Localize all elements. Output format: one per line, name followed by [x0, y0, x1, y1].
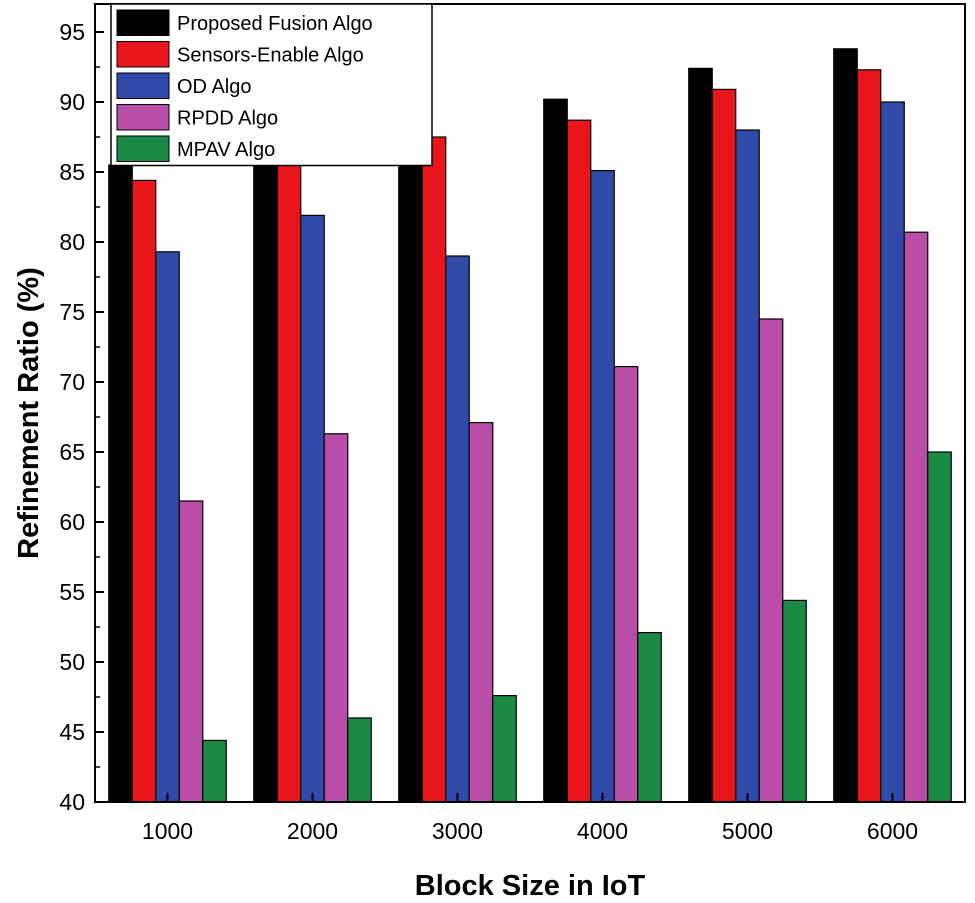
bar-mpav-algo-1000: [202, 739, 227, 803]
y-tick-label: 65: [59, 439, 85, 465]
bar-proposed-fusion-algo-5000: [688, 67, 713, 803]
bar-mpav-algo-5000: [782, 599, 807, 803]
bar-proposed-fusion-algo-6000: [833, 48, 858, 803]
y-tick-label: 40: [59, 789, 85, 815]
x-tick-label: 6000: [867, 818, 918, 844]
legend: Proposed Fusion Algo Sensors-Enable Algo O…: [110, 3, 433, 167]
bar-od-algo-4000: [590, 170, 615, 803]
y-tick-label: 90: [59, 89, 85, 115]
bar-od-algo-1000: [155, 251, 180, 803]
bar-od-algo-3000: [445, 255, 470, 803]
bar-mpav-algo-6000: [927, 451, 952, 803]
y-axis-ticks: 40 45 50 55 60 65 70 75 80 85 90 95: [59, 19, 104, 815]
bar-od-algo-6000: [880, 101, 905, 803]
bar-proposed-fusion-algo-4000: [543, 98, 568, 803]
legend-swatch: [116, 104, 170, 131]
legend-label: OD Algo: [177, 76, 251, 98]
legend-label: Proposed Fusion Algo: [177, 13, 373, 35]
bar-rpdd-algo-2000: [323, 433, 349, 803]
bar-proposed-fusion-algo-2000: [253, 136, 278, 803]
bar-mpav-algo-4000: [637, 631, 662, 803]
y-tick-label: 95: [59, 19, 85, 45]
legend-swatch: [116, 9, 170, 36]
legend-swatch: [116, 72, 170, 99]
legend-swatch: [116, 135, 170, 162]
y-tick-label: 75: [59, 299, 85, 325]
y-tick-label: 60: [59, 509, 85, 535]
plot-frame: [94, 3, 966, 803]
bar-rpdd-algo-3000: [468, 422, 494, 803]
bars-layer: [108, 48, 952, 803]
y-tick-label: 50: [59, 649, 85, 675]
y-tick-label: 45: [59, 719, 85, 745]
bar-sensors-enable-algo-6000: [856, 69, 882, 803]
bar-sensors-enable-algo-5000: [711, 88, 737, 803]
bar-mpav-algo-3000: [492, 694, 517, 803]
x-tick-label: 5000: [722, 818, 773, 844]
legend-label: MPAV Algo: [177, 139, 275, 161]
y-axis-title: Refinement Ratio (%): [13, 267, 45, 559]
x-tick-label: 4000: [577, 818, 628, 844]
y-tick-label: 55: [59, 579, 85, 605]
bar-rpdd-algo-4000: [613, 366, 639, 803]
legend-swatch: [116, 41, 170, 68]
bar-mpav-algo-2000: [347, 717, 372, 803]
bar-sensors-enable-algo-4000: [566, 119, 592, 803]
y-tick-label: 85: [59, 159, 85, 185]
y-tick-label: 70: [59, 369, 85, 395]
y-tick-label: 80: [59, 229, 85, 255]
bar-sensors-enable-algo-2000: [276, 144, 302, 803]
bar-od-algo-5000: [735, 129, 760, 803]
x-tick-label: 3000: [432, 818, 483, 844]
bar-sensors-enable-algo-1000: [131, 179, 157, 803]
bar-rpdd-algo-1000: [178, 500, 204, 803]
legend-label: Sensors-Enable Algo: [177, 44, 364, 66]
bar-rpdd-algo-5000: [758, 318, 784, 803]
x-tick-label: 1000: [142, 818, 193, 844]
legend-label: RPDD Algo: [177, 107, 278, 129]
bar-proposed-fusion-algo-3000: [398, 113, 423, 803]
x-axis-ticks: 1000 2000 3000 4000 5000 6000: [142, 793, 918, 844]
bar-sensors-enable-algo-3000: [421, 136, 447, 803]
x-axis-title: Block Size in IoT: [415, 870, 646, 902]
bar-rpdd-algo-6000: [903, 231, 929, 803]
bar-od-algo-2000: [300, 214, 325, 803]
x-tick-label: 2000: [287, 818, 338, 844]
bar-proposed-fusion-algo-1000: [108, 164, 133, 803]
